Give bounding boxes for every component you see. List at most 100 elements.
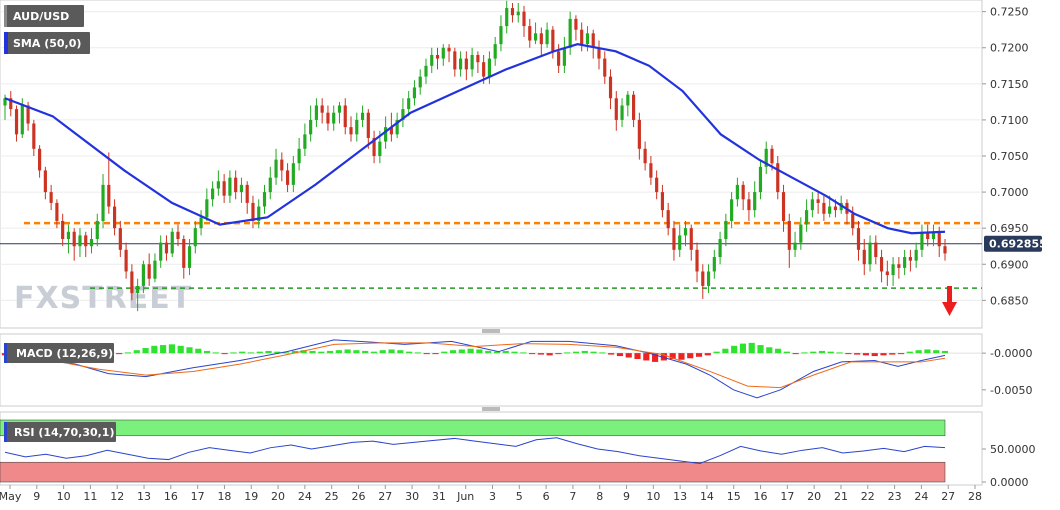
candle-body — [55, 202, 59, 221]
candle-body — [170, 231, 174, 254]
candle-body — [574, 18, 578, 30]
macd-histogram-bar — [933, 350, 940, 354]
candle-body — [164, 242, 169, 254]
x-tick-label: 24 — [298, 490, 312, 503]
candle-body — [678, 235, 682, 250]
rsi-line — [4, 437, 946, 465]
candle-body — [389, 127, 393, 135]
macd-histogram-bar — [599, 352, 606, 354]
macd-histogram-bar — [397, 350, 404, 354]
candle-body — [395, 119, 399, 135]
candle-body — [297, 148, 301, 164]
x-tick-label: 30 — [405, 490, 419, 503]
candle-body — [228, 177, 232, 196]
x-tick-label: 28 — [968, 490, 982, 503]
candle-body — [666, 210, 670, 229]
rsi-legend-tag: RSI (14,70,30,1) — [4, 422, 116, 442]
candle-body — [862, 249, 866, 265]
macd-histogram-bar — [862, 353, 870, 356]
candle-body — [660, 192, 665, 211]
candle-body — [487, 58, 492, 77]
macd-histogram-bar — [379, 350, 386, 354]
macd-tick-label: -0.0050 — [990, 384, 1032, 397]
x-tick-label: Jun — [456, 490, 474, 503]
macd-histogram-bar — [309, 350, 316, 354]
macd-resize-handle[interactable] — [482, 329, 500, 333]
macd-histogram-bar — [493, 351, 501, 354]
candle-body — [447, 47, 451, 52]
macd-signal-line — [4, 342, 946, 389]
candle-body — [320, 105, 324, 113]
candle-body — [805, 210, 809, 225]
macd-histogram-bar — [230, 352, 237, 354]
candle-body — [943, 246, 947, 254]
x-tick-label: 21 — [834, 490, 848, 503]
macd-histogram-bar — [274, 351, 281, 354]
x-tick-label: 31 — [432, 490, 446, 503]
macd-histogram-bar — [151, 345, 158, 354]
rsi-resize-handle[interactable] — [482, 407, 500, 411]
candle-body — [764, 148, 768, 167]
candle-body — [159, 242, 163, 261]
last-price-tag: 0.692855 — [984, 235, 1047, 252]
macd-line — [4, 339, 946, 399]
macd-histogram-bar — [300, 350, 307, 354]
candle-body — [464, 58, 468, 70]
macd-histogram-bar — [924, 349, 931, 354]
candle-body — [72, 231, 76, 247]
candle-body — [326, 112, 330, 124]
candle-body — [337, 105, 342, 113]
macd-histogram-bar — [854, 353, 861, 355]
candle-body — [407, 98, 411, 110]
x-tick-label: 26 — [351, 490, 365, 503]
price-tick-label: 0.6850 — [990, 294, 1029, 307]
macd-histogram-bar — [625, 353, 632, 358]
candle-body — [868, 242, 872, 265]
macd-histogram-bar — [247, 352, 255, 354]
candle-body — [130, 271, 134, 294]
macd-histogram-bar — [660, 353, 667, 361]
macd-histogram-bar — [221, 353, 228, 355]
candle-body — [262, 192, 267, 207]
macd-histogram-bar — [160, 345, 167, 354]
x-tick-label: 23 — [888, 490, 902, 503]
candle-body — [239, 184, 244, 193]
candle-body — [424, 65, 428, 77]
candle-body — [701, 271, 705, 286]
macd-histogram-bar — [731, 345, 738, 354]
x-tick-label: 19 — [244, 490, 258, 503]
candle-body — [101, 184, 105, 221]
macd-histogram-bar — [880, 353, 887, 356]
macd-histogram-bar — [283, 352, 290, 354]
candle-body — [107, 184, 111, 207]
macd-tick-label: -0.0000 — [990, 347, 1032, 360]
candle-body — [314, 105, 318, 120]
candle-body — [580, 29, 584, 45]
rsi-tick-label: 50.0000 — [990, 443, 1036, 456]
macd-histogram-bar — [713, 351, 720, 354]
x-tick-label: 17 — [780, 490, 794, 503]
candle-body — [112, 206, 117, 229]
candle-body — [38, 148, 42, 171]
candle-body — [695, 249, 699, 272]
candle-body — [874, 242, 878, 258]
candle-body — [683, 228, 688, 236]
macd-histogram-bar — [344, 349, 351, 354]
candle-body — [672, 228, 676, 250]
macd-legend-label: MACD (12,26,9) — [16, 347, 113, 360]
candle-body — [441, 47, 445, 59]
candle-body — [591, 33, 595, 48]
candle-body — [291, 163, 295, 185]
macd-histogram-bar — [177, 345, 184, 354]
candle-body — [199, 217, 203, 229]
x-tick-label: 3 — [489, 490, 496, 503]
candle-body — [78, 235, 82, 247]
candle-body — [274, 159, 278, 178]
x-tick-label: 10 — [57, 490, 71, 503]
macd-histogram-bar — [546, 353, 553, 356]
candle-body — [926, 231, 930, 240]
candle-body — [84, 235, 88, 247]
price-tick-label: 0.7250 — [990, 6, 1029, 19]
candle-body — [49, 192, 53, 203]
x-tick-label: 5 — [516, 490, 523, 503]
